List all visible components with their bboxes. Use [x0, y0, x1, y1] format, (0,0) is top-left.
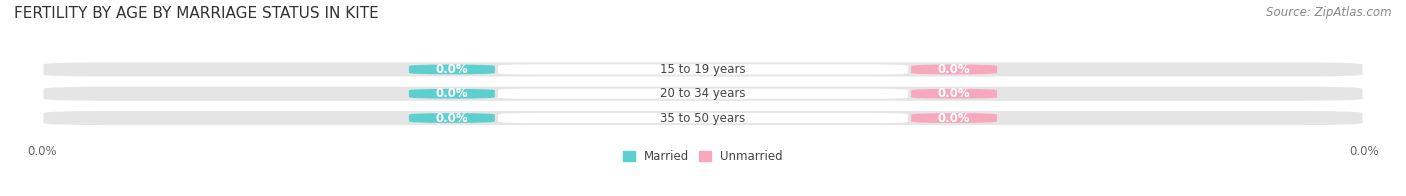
Text: 20 to 34 years: 20 to 34 years — [661, 87, 745, 100]
Text: Source: ZipAtlas.com: Source: ZipAtlas.com — [1267, 6, 1392, 19]
Text: 0.0%: 0.0% — [938, 112, 970, 124]
FancyBboxPatch shape — [498, 64, 908, 74]
Text: 0.0%: 0.0% — [436, 63, 468, 76]
Text: FERTILITY BY AGE BY MARRIAGE STATUS IN KITE: FERTILITY BY AGE BY MARRIAGE STATUS IN K… — [14, 6, 378, 21]
FancyBboxPatch shape — [44, 87, 1362, 101]
FancyBboxPatch shape — [409, 113, 495, 123]
FancyBboxPatch shape — [911, 113, 997, 123]
FancyBboxPatch shape — [409, 65, 495, 74]
FancyBboxPatch shape — [911, 89, 997, 99]
FancyBboxPatch shape — [409, 89, 495, 99]
Text: 35 to 50 years: 35 to 50 years — [661, 112, 745, 124]
FancyBboxPatch shape — [498, 113, 908, 123]
Legend: Married, Unmarried: Married, Unmarried — [619, 146, 787, 168]
Text: 0.0%: 0.0% — [436, 87, 468, 100]
FancyBboxPatch shape — [44, 111, 1362, 125]
Text: 0.0%: 0.0% — [938, 87, 970, 100]
FancyBboxPatch shape — [44, 62, 1362, 76]
Text: 0.0%: 0.0% — [436, 112, 468, 124]
Text: 0.0%: 0.0% — [938, 63, 970, 76]
FancyBboxPatch shape — [911, 65, 997, 74]
Text: 15 to 19 years: 15 to 19 years — [661, 63, 745, 76]
FancyBboxPatch shape — [498, 89, 908, 99]
